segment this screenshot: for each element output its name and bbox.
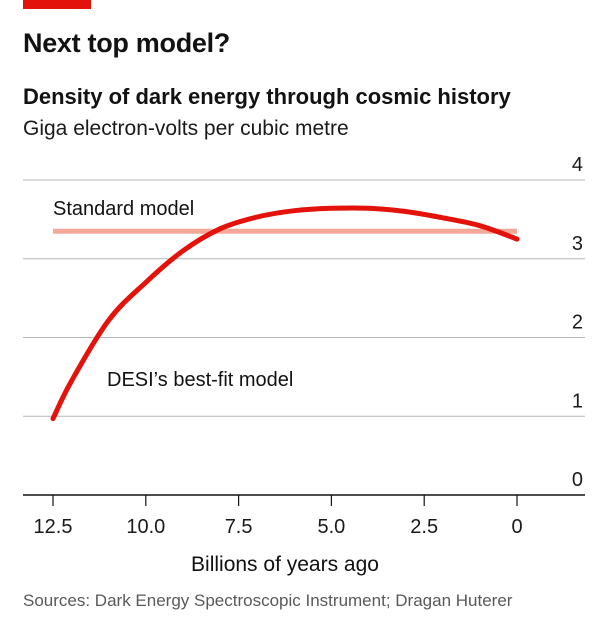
x-tick-label: 0 (511, 516, 522, 538)
x-tick-label: 7.5 (225, 516, 253, 538)
chart-subtitle: Density of dark energy through cosmic hi… (23, 84, 511, 109)
desi-model-label: DESI’s best-fit model (107, 369, 293, 391)
x-tick-label: 10.0 (126, 516, 165, 538)
x-axis-title: Billions of years ago (191, 553, 379, 576)
y-tick-label: 4 (572, 154, 583, 176)
y-tick-label: 1 (572, 390, 583, 412)
y-tick-label: 2 (572, 312, 583, 334)
y-tick-label: 3 (572, 233, 583, 255)
x-tick-label: 5.0 (317, 516, 345, 538)
x-tick-label: 2.5 (410, 516, 438, 538)
chart-units: Giga electron-volts per cubic metre (23, 117, 349, 140)
source-note: Sources: Dark Energy Spectroscopic Instr… (23, 591, 513, 610)
x-tick-label: 12.5 (34, 516, 73, 538)
brand-accent-bar (23, 0, 91, 9)
desi-best-fit-line (50, 205, 520, 422)
chart-title: Next top model? (23, 28, 231, 58)
y-tick-label: 0 (572, 469, 583, 491)
standard-model-label: Standard model (53, 198, 194, 220)
